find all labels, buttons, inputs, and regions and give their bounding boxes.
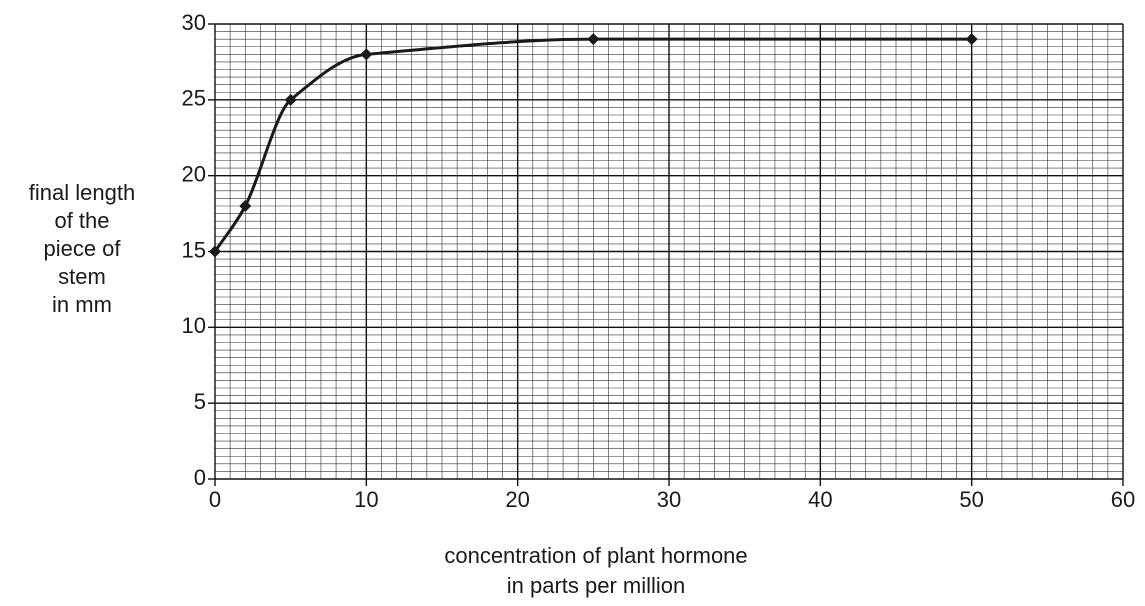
y-axis-label-line: stem [58,264,106,289]
marker [209,245,221,258]
line [213,37,972,253]
y-tick-label: 30 [182,10,206,35]
x-tick-label: 0 [209,487,221,512]
y-tick-label: 25 [182,86,206,111]
marker [587,33,600,46]
y-axis-label: final length of the piece of stem in mm [29,180,135,317]
x-tick-label: 10 [354,487,378,512]
x-axis-label-line: concentration of plant hormone [444,543,747,568]
y-axis-label-line: final length [29,180,135,205]
y-tick-label: 10 [182,313,206,338]
x-tick-label: 50 [959,487,983,512]
y-axis-label-line: in mm [52,292,112,317]
x-axis-label: concentration of plant hormone in parts p… [444,543,747,598]
x-axis-label-line: in parts per million [507,573,686,598]
y-axis-label-line: of the [54,208,109,233]
y-tick-label: 5 [194,389,206,414]
y-tick-label: 0 [194,465,206,490]
y-tick-label: 20 [182,161,206,186]
x-tick-label: 20 [505,487,529,512]
x-tick-label: 40 [808,487,832,512]
grid [214,23,1124,480]
marker [239,200,252,212]
x-tick-label: 30 [657,487,681,512]
marker [284,93,297,106]
x-tick-label: 60 [1111,487,1135,512]
marker [965,33,978,46]
y-axis-label-line: piece of [43,236,121,261]
marker [360,48,373,61]
y-tick-label: 15 [182,237,206,262]
